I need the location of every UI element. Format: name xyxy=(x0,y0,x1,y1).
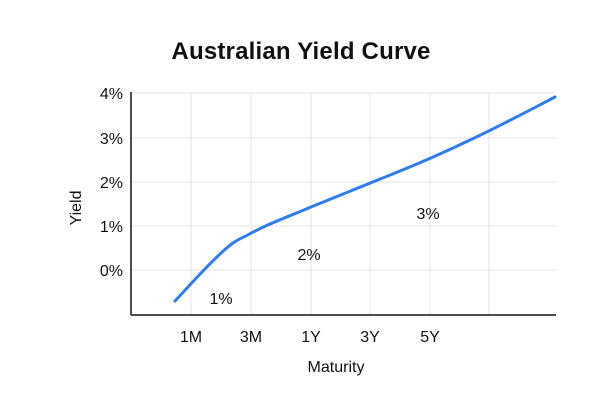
y-tick: 3% xyxy=(100,131,123,148)
yield-curve-line xyxy=(173,95,557,303)
x-tick: 1Y xyxy=(301,329,321,346)
horizontal-gridlines xyxy=(132,92,556,271)
vertical-gridlines xyxy=(190,93,490,314)
x-tick: 1M xyxy=(180,329,202,346)
x-tick: 3Y xyxy=(360,329,380,346)
y-tick: 0% xyxy=(100,263,123,280)
annotation-3pct: 3% xyxy=(416,206,439,223)
x-tick: 5Y xyxy=(420,329,440,346)
x-axis-label: Maturity xyxy=(308,359,365,376)
y-tick: 2% xyxy=(100,175,123,192)
y-tick: 1% xyxy=(100,219,123,236)
annotation-1pct: 1% xyxy=(209,291,232,308)
x-tick: 3M xyxy=(240,329,262,346)
y-tick-labels: 4% 3% 2% 1% 0% xyxy=(100,86,123,280)
y-tick: 4% xyxy=(100,86,123,103)
x-tick-labels: 1M 3M 1Y 3Y 5Y xyxy=(180,329,440,346)
chart-title: Australian Yield Curve xyxy=(171,38,431,65)
annotation-2pct: 2% xyxy=(297,247,320,264)
y-axis-label: Yield xyxy=(68,191,85,226)
